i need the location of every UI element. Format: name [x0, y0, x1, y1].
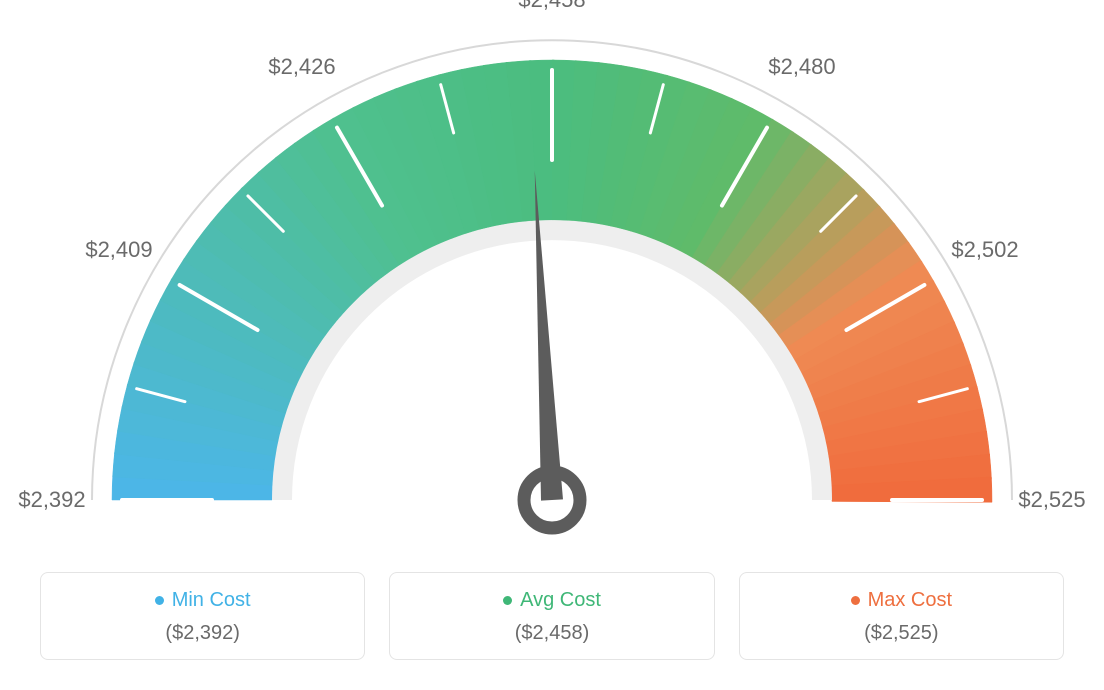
legend-value-min: ($2,392)	[51, 622, 354, 645]
legend-dot-max	[851, 596, 860, 605]
legend-value-avg: ($2,458)	[400, 622, 703, 645]
legend-top-min: Min Cost	[51, 589, 354, 612]
legend-dot-avg	[503, 596, 512, 605]
gauge-tick-label: $2,525	[1018, 487, 1085, 513]
gauge-svg	[0, 0, 1104, 560]
gauge-tick-label: $2,409	[85, 237, 152, 263]
gauge-tick-label: $2,458	[518, 0, 585, 13]
legend-card-avg: Avg Cost ($2,458)	[389, 572, 714, 660]
legend-value-max: ($2,525)	[750, 622, 1053, 645]
legend-card-min: Min Cost ($2,392)	[40, 572, 365, 660]
legend-top-max: Max Cost	[750, 589, 1053, 612]
gauge-tick-label: $2,392	[18, 487, 85, 513]
legend-dot-min	[155, 596, 164, 605]
gauge-tick-label: $2,502	[951, 237, 1018, 263]
gauge-chart: $2,392 $2,409 $2,426 $2,458 $2,480 $2,502 $2,5…	[0, 0, 1104, 540]
legend-top-avg: Avg Cost	[400, 589, 703, 612]
legend-label-avg: Avg Cost	[520, 589, 601, 612]
legend-label-max: Max Cost	[868, 589, 952, 612]
legend-card-max: Max Cost ($2,525)	[739, 572, 1064, 660]
legend-row: Min Cost ($2,392) Avg Cost ($2,458) Max …	[40, 572, 1064, 660]
gauge-tick-label: $2,426	[268, 54, 335, 80]
chart-container: $2,392 $2,409 $2,426 $2,458 $2,480 $2,502 $2,5…	[0, 0, 1104, 690]
gauge-tick-label: $2,480	[768, 54, 835, 80]
legend-label-min: Min Cost	[172, 589, 251, 612]
